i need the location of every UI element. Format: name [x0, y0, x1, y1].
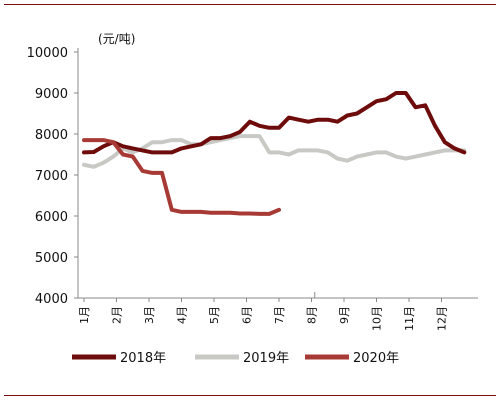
- x-tick-label: 11月: [403, 306, 416, 331]
- x-tick-label: 12月: [436, 306, 449, 331]
- x-tick-label: 8月: [306, 306, 319, 324]
- legend: 2018年 2019年 2020年: [72, 351, 399, 366]
- x-tick-label: 4月: [176, 306, 189, 324]
- legend-label: 2018年: [120, 351, 166, 366]
- legend-label: 2019年: [243, 351, 289, 366]
- top-border-rule: [4, 4, 496, 5]
- y-tick-label: 9000: [35, 87, 68, 102]
- series-line-2020年: [82, 138, 281, 216]
- x-tick-label: 7月: [273, 306, 286, 324]
- bottom-border-rule: [4, 395, 496, 396]
- y-tick-label: 8000: [35, 128, 68, 143]
- x-tick-labels: 1月 2月 3月 4月 5月 6月 7月 8月 9月 10月 11月 12月: [78, 306, 449, 331]
- x-tick-label: 10月: [371, 306, 384, 331]
- x-tick-label: 1月: [78, 306, 91, 324]
- y-tick-label: 6000: [35, 210, 68, 225]
- y-tick-labels: 4000 5000 6000 7000 8000 9000 10000: [27, 46, 68, 307]
- x-tick-label: 2月: [111, 306, 124, 324]
- series-line-2019年: [82, 134, 467, 169]
- x-tick-label: 3月: [143, 306, 156, 324]
- axes-group: [74, 48, 478, 302]
- y-tick-label: 5000: [35, 251, 68, 266]
- x-tick-label: 5月: [208, 306, 221, 324]
- series-line-2018年: [82, 91, 467, 155]
- y-tick-label: 7000: [35, 169, 68, 184]
- x-tick-label: 9月: [338, 306, 351, 324]
- series-lines: [82, 91, 467, 216]
- y-tick-label: 4000: [35, 292, 68, 307]
- legend-label: 2020年: [353, 351, 399, 366]
- x-tick-label: 6月: [241, 306, 254, 324]
- y-axis-unit-label: (元/吨): [98, 32, 135, 46]
- y-tick-label: 10000: [27, 46, 68, 61]
